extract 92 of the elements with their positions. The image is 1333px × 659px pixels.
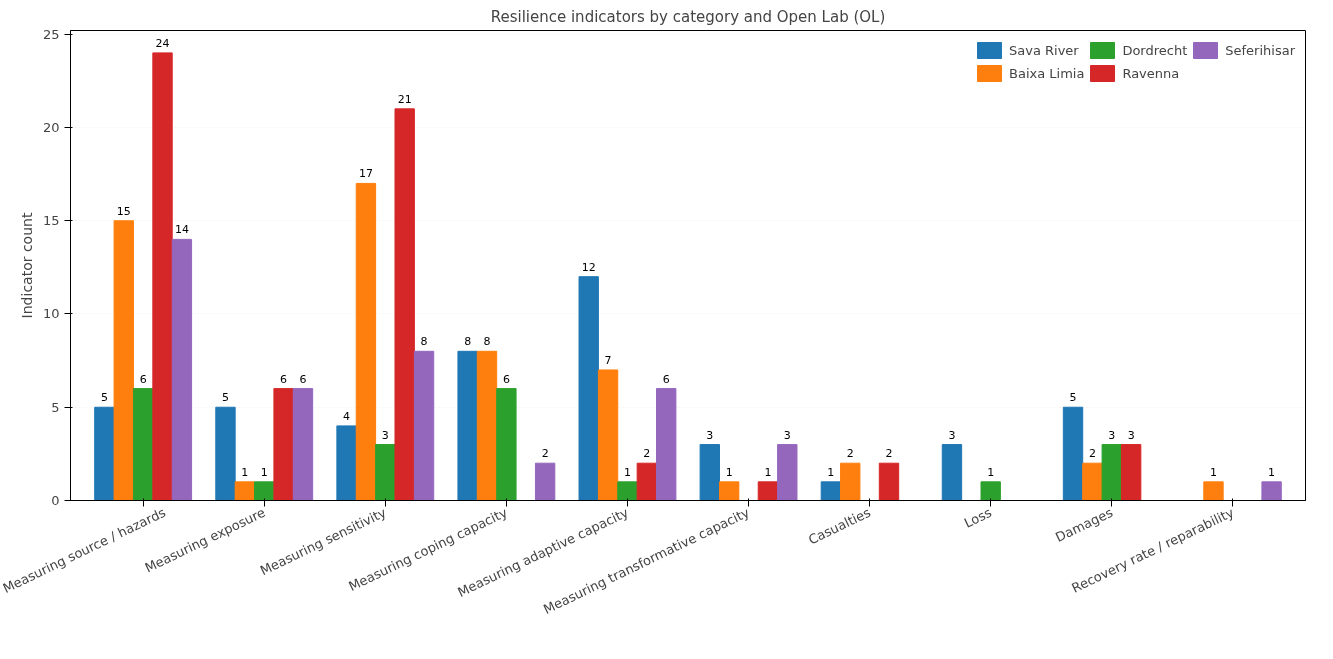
y-tick-label: 10 — [42, 306, 60, 322]
bar — [840, 462, 861, 501]
data-label: 2 — [541, 447, 549, 461]
data-label: 3 — [948, 428, 956, 442]
data-label: 6 — [502, 372, 510, 386]
bar — [1120, 444, 1142, 501]
bar — [878, 462, 900, 501]
bar — [1261, 481, 1282, 501]
data-label: 3 — [706, 428, 714, 442]
bar — [980, 481, 1001, 501]
data-label: 8 — [464, 335, 472, 349]
data-label: 1 — [764, 465, 772, 479]
bar — [617, 481, 638, 501]
bar — [534, 462, 556, 501]
data-label: 21 — [397, 92, 412, 106]
y-tick-label: 5 — [51, 399, 60, 415]
bar — [941, 444, 963, 501]
data-label: 1 — [827, 465, 835, 479]
data-label: 6 — [299, 372, 307, 386]
data-label: 2 — [846, 447, 854, 461]
y-tick-label: 0 — [51, 493, 60, 508]
bar — [1082, 462, 1103, 501]
data-label: 3 — [381, 428, 389, 442]
bar — [292, 388, 314, 501]
x-tick-label: Loss — [961, 504, 995, 531]
data-label: 1 — [725, 465, 733, 479]
bar — [171, 238, 193, 501]
bar — [254, 481, 275, 501]
bar — [234, 481, 256, 501]
data-label: 12 — [581, 260, 596, 274]
bar — [718, 481, 740, 501]
data-label: 3 — [1127, 428, 1135, 442]
data-label: 8 — [420, 335, 428, 349]
y-axis-title: Indicator count — [18, 212, 35, 319]
bar — [94, 406, 115, 501]
bar — [820, 481, 842, 501]
bar — [215, 406, 236, 501]
bar — [394, 108, 415, 501]
data-label: 1 — [987, 465, 995, 479]
bar — [1062, 406, 1084, 501]
y-tick-label: 15 — [42, 213, 60, 229]
data-label: 4 — [343, 409, 351, 423]
data-label: 5 — [221, 391, 229, 405]
bar — [476, 350, 498, 501]
bar — [777, 444, 798, 501]
data-label: 1 — [1209, 465, 1217, 479]
legend-label: Ravenna — [1122, 65, 1180, 81]
bar — [132, 388, 154, 501]
data-label: 6 — [139, 372, 147, 386]
bar — [597, 369, 619, 501]
bar — [1101, 444, 1122, 501]
bar — [273, 388, 294, 501]
data-label: 15 — [116, 204, 131, 218]
data-label: 8 — [483, 335, 491, 349]
data-label: 1 — [241, 465, 249, 479]
bar — [375, 444, 396, 501]
bar — [113, 220, 134, 501]
data-label: 2 — [643, 447, 651, 461]
legend-label: Sava River — [1009, 42, 1079, 58]
bar — [336, 425, 357, 501]
data-label: 5 — [100, 391, 108, 405]
data-label: 6 — [280, 372, 288, 386]
bar — [496, 388, 517, 501]
data-label: 17 — [358, 167, 373, 181]
data-label: 7 — [604, 353, 612, 367]
bar — [656, 388, 677, 501]
bar — [578, 276, 599, 501]
chart-title: Resilience indicators by category and Open Lab (OL) — [490, 7, 886, 26]
y-tick-label: 20 — [42, 119, 60, 135]
bar — [355, 182, 377, 501]
data-label: 1 — [1268, 465, 1276, 479]
bar — [757, 481, 779, 501]
bar — [413, 350, 435, 501]
bar — [636, 462, 658, 501]
data-label: 6 — [662, 372, 670, 386]
bar — [699, 444, 720, 501]
data-label: 5 — [1069, 391, 1077, 405]
data-label: 2 — [885, 447, 893, 461]
bar — [152, 52, 173, 501]
legend-label: Dordrecht — [1122, 42, 1188, 58]
data-label: 14 — [174, 223, 189, 237]
bar — [1203, 481, 1224, 501]
legend-label: Baixa Limia — [1009, 65, 1085, 81]
data-label: 1 — [260, 465, 268, 479]
data-label: 24 — [155, 36, 170, 50]
legend-label: Seferihisar — [1225, 42, 1295, 58]
data-label: 3 — [783, 428, 791, 442]
bar — [457, 350, 478, 501]
y-tick-label: 25 — [42, 26, 60, 42]
data-label: 2 — [1088, 447, 1096, 461]
data-label: 3 — [1108, 428, 1116, 442]
data-label: 1 — [623, 465, 631, 479]
